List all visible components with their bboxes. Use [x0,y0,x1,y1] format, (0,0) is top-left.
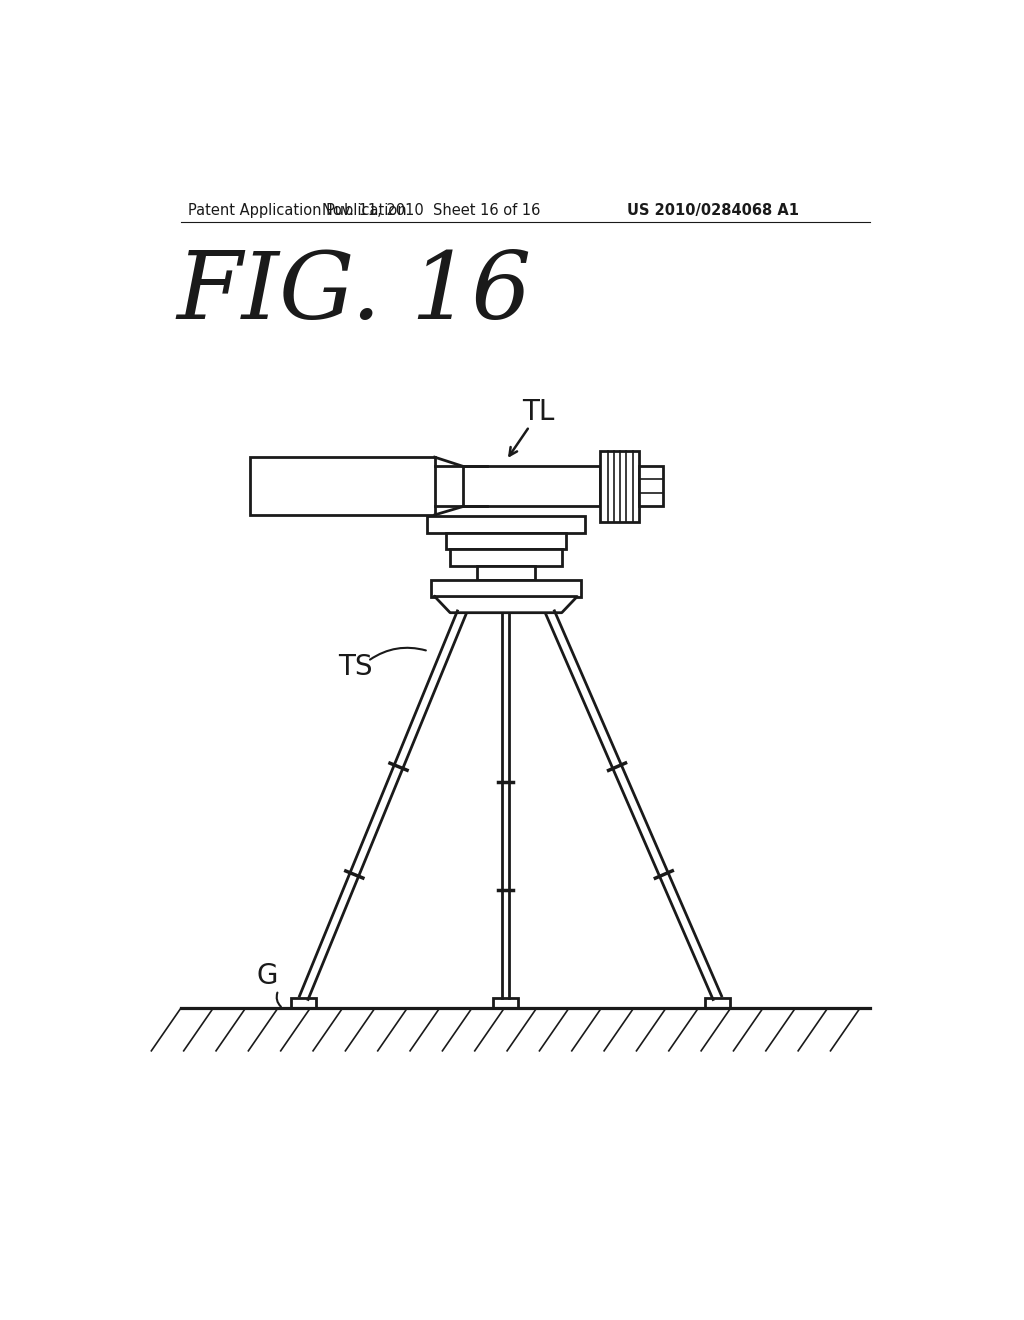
Bar [705,998,730,1008]
Bar [451,549,562,566]
Bar [446,533,565,549]
Bar [427,516,585,533]
Bar [477,566,535,579]
Bar [600,451,639,521]
Text: US 2010/0284068 A1: US 2010/0284068 A1 [628,203,799,218]
Bar [494,998,518,1008]
Bar [250,457,435,515]
Bar [463,466,600,507]
Text: Patent Application Publication: Patent Application Publication [188,203,407,218]
Text: FIG. 16: FIG. 16 [176,248,531,338]
Text: TL: TL [522,399,555,426]
Bar [292,998,316,1008]
Text: G: G [257,962,279,990]
Polygon shape [435,597,578,612]
Text: Nov. 11, 2010  Sheet 16 of 16: Nov. 11, 2010 Sheet 16 of 16 [322,203,540,218]
Bar [431,579,581,597]
Bar [639,466,664,507]
Text: TS: TS [339,652,373,681]
